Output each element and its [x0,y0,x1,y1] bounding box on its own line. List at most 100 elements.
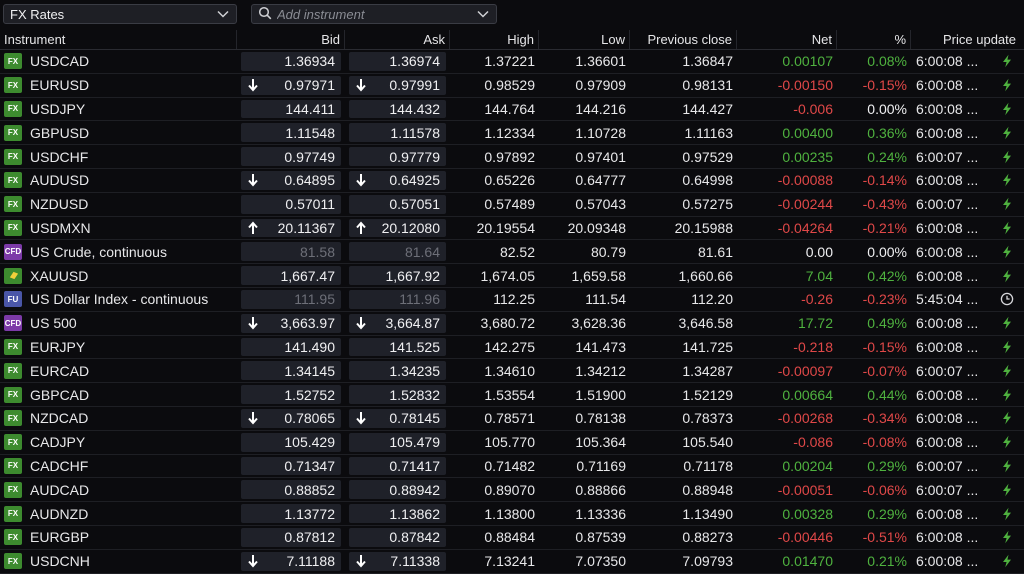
table-row[interactable]: FX CADJPY 105.429 105.479 105.770 105.364 105.… [0,431,1024,455]
bid-price-button[interactable]: 0.97749 [241,147,341,166]
instrument-cell[interactable]: FX EURJPY [0,336,237,359]
bid-price-button[interactable]: 20.11367 [241,218,341,238]
instrument-cell[interactable]: FX USDCNH [0,550,237,573]
instrument-cell[interactable]: FX CADCHF [0,455,237,478]
bid-cell[interactable]: 0.88852 [237,478,345,501]
bid-cell[interactable]: 141.490 [237,336,345,359]
instrument-cell[interactable]: FX USDCAD [0,50,237,73]
instrument-cell[interactable]: XAUUSD [0,264,237,287]
ask-price-button[interactable]: 0.87842 [349,527,446,547]
table-row[interactable]: FX GBPUSD 1.11548 1.11578 1.12334 1.10728 1.11… [0,121,1024,146]
column-header-high[interactable]: High [450,30,539,49]
table-row[interactable]: FX USDCNH 7.11188 7.11338 7.13241 7.07350 7.09… [0,550,1024,574]
instrument-cell[interactable]: CFD US Crude, continuous [0,240,237,263]
instrument-cell[interactable]: FX USDMXN [0,217,237,240]
bid-price-button[interactable]: 81.58 [241,242,341,262]
bid-price-button[interactable]: 0.88852 [241,480,341,500]
bid-price-button[interactable]: 7.11188 [241,551,341,571]
bid-cell[interactable]: 1.34145 [237,359,345,382]
bid-cell[interactable]: 1.13772 [237,502,345,525]
bid-price-button[interactable]: 0.87812 [241,527,341,547]
ask-price-button[interactable]: 20.12080 [349,218,446,238]
column-header-ask[interactable]: Ask [345,30,450,49]
bid-cell[interactable]: 0.97971 [237,74,345,97]
ask-cell[interactable]: 0.88942 [345,478,450,501]
instrument-cell[interactable]: FX NZDCAD [0,407,237,430]
add-instrument-search[interactable] [251,4,497,24]
ask-cell[interactable]: 144.432 [345,98,450,121]
bid-cell[interactable]: 105.429 [237,431,345,454]
table-row[interactable]: FX EURGBP 0.87812 0.87842 0.88484 0.87539 0.88… [0,526,1024,550]
bid-cell[interactable]: 0.78065 [237,407,345,430]
bid-cell[interactable]: 3,663.97 [237,312,345,335]
ask-cell[interactable]: 3,664.87 [345,312,450,335]
table-row[interactable]: FX USDMXN 20.11367 20.12080 20.19554 20.09348… [0,217,1024,241]
ask-cell[interactable]: 81.64 [345,240,450,263]
instrument-cell[interactable]: FX GBPCAD [0,383,237,406]
ask-price-button[interactable]: 111.96 [349,289,446,309]
bid-price-button[interactable]: 1.13772 [241,504,341,523]
bid-cell[interactable]: 0.97749 [237,145,345,168]
ask-price-button[interactable]: 1.34235 [349,361,446,381]
bid-cell[interactable]: 1,667.47 [237,264,345,287]
instrument-cell[interactable]: FX EURCAD [0,359,237,382]
ask-cell[interactable]: 0.57051 [345,193,450,216]
table-row[interactable]: FX USDJPY 144.411 144.432 144.764 144.216 144.… [0,98,1024,122]
bid-price-button[interactable]: 111.95 [241,289,341,309]
ask-price-button[interactable]: 0.88942 [349,480,446,500]
ask-price-button[interactable]: 0.71417 [349,456,446,476]
ask-price-button[interactable]: 81.64 [349,242,446,262]
ask-cell[interactable]: 1.34235 [345,359,450,382]
add-instrument-input[interactable] [277,6,476,22]
ask-cell[interactable]: 111.96 [345,288,450,311]
bid-cell[interactable]: 1.11548 [237,121,345,144]
instrument-cell[interactable]: FX AUDNZD [0,502,237,525]
ask-cell[interactable]: 1.52832 [345,383,450,406]
table-row[interactable]: FX AUDNZD 1.13772 1.13862 1.13800 1.13336 1.13… [0,502,1024,526]
table-row[interactable]: CFD US Crude, continuous 81.58 81.64 82.52 80… [0,240,1024,265]
instrument-cell[interactable]: FX GBPUSD [0,121,237,144]
table-row[interactable]: FU US Dollar Index - continuous 111.95 111.… [0,288,1024,312]
ask-price-button[interactable]: 3,664.87 [349,313,446,333]
table-row[interactable]: FX AUDUSD 0.64895 0.64925 0.65226 0.64777 0.64… [0,169,1024,193]
bid-cell[interactable]: 1.36934 [237,50,345,73]
bid-price-button[interactable]: 1,667.47 [241,266,341,285]
instrument-cell[interactable]: FX EURGBP [0,526,237,549]
table-row[interactable]: FX GBPCAD 1.52752 1.52832 1.53554 1.51900 1.52… [0,383,1024,407]
ask-cell[interactable]: 0.71417 [345,455,450,478]
instrument-cell[interactable]: FX USDJPY [0,98,237,121]
bid-price-button[interactable]: 0.57011 [241,194,341,214]
ask-cell[interactable]: 0.97779 [345,145,450,168]
ask-price-button[interactable]: 1.52832 [349,385,446,404]
bid-cell[interactable]: 20.11367 [237,217,345,240]
table-row[interactable]: FX EURCAD 1.34145 1.34235 1.34610 1.34212 1.34… [0,359,1024,384]
bid-cell[interactable]: 0.71347 [237,455,345,478]
instrument-cell[interactable]: FX AUDCAD [0,478,237,501]
bid-price-button[interactable]: 3,663.97 [241,313,341,333]
column-header-net[interactable]: Net [737,30,837,49]
ask-price-button[interactable]: 0.97779 [349,147,446,166]
bid-price-button[interactable]: 1.36934 [241,52,341,71]
instrument-cell[interactable]: FX CADJPY [0,431,237,454]
ask-price-button[interactable]: 0.64925 [349,170,446,190]
bid-price-button[interactable]: 105.429 [241,432,341,452]
column-header-low[interactable]: Low [539,30,630,49]
bid-cell[interactable]: 0.87812 [237,526,345,549]
ask-cell[interactable]: 20.12080 [345,217,450,240]
table-row[interactable]: FX NZDUSD 0.57011 0.57051 0.57489 0.57043 0.57… [0,193,1024,217]
ask-cell[interactable]: 105.479 [345,431,450,454]
instrument-cell[interactable]: FU US Dollar Index - continuous [0,288,237,311]
column-header-bid[interactable]: Bid [237,30,345,49]
ask-cell[interactable]: 1.13862 [345,502,450,525]
ask-price-button[interactable]: 141.525 [349,337,446,357]
bid-price-button[interactable]: 0.97971 [241,75,341,95]
ask-cell[interactable]: 141.525 [345,336,450,359]
ask-price-button[interactable]: 1,667.92 [349,266,446,285]
chevron-down-icon[interactable] [476,7,490,21]
instrument-cell[interactable]: FX EURUSD [0,74,237,97]
column-header-instrument[interactable]: Instrument [0,30,237,49]
table-row[interactable]: FX USDCHF 0.97749 0.97779 0.97892 0.97401 0.97… [0,145,1024,169]
bid-price-button[interactable]: 0.71347 [241,456,341,476]
bid-price-button[interactable]: 1.34145 [241,361,341,381]
table-row[interactable]: FX EURUSD 0.97971 0.97991 0.98529 0.97909 0.98… [0,74,1024,98]
